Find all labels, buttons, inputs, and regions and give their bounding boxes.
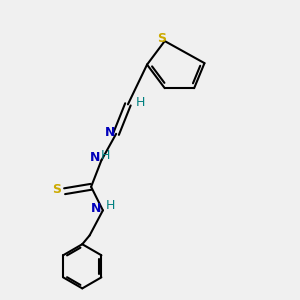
Text: H: H [136, 96, 145, 110]
Text: S: S [157, 32, 166, 45]
Text: N: N [90, 152, 100, 164]
Text: N: N [104, 126, 115, 139]
Text: S: S [52, 183, 61, 196]
Text: H: H [100, 148, 110, 161]
Text: H: H [106, 199, 116, 212]
Text: N: N [91, 202, 102, 214]
